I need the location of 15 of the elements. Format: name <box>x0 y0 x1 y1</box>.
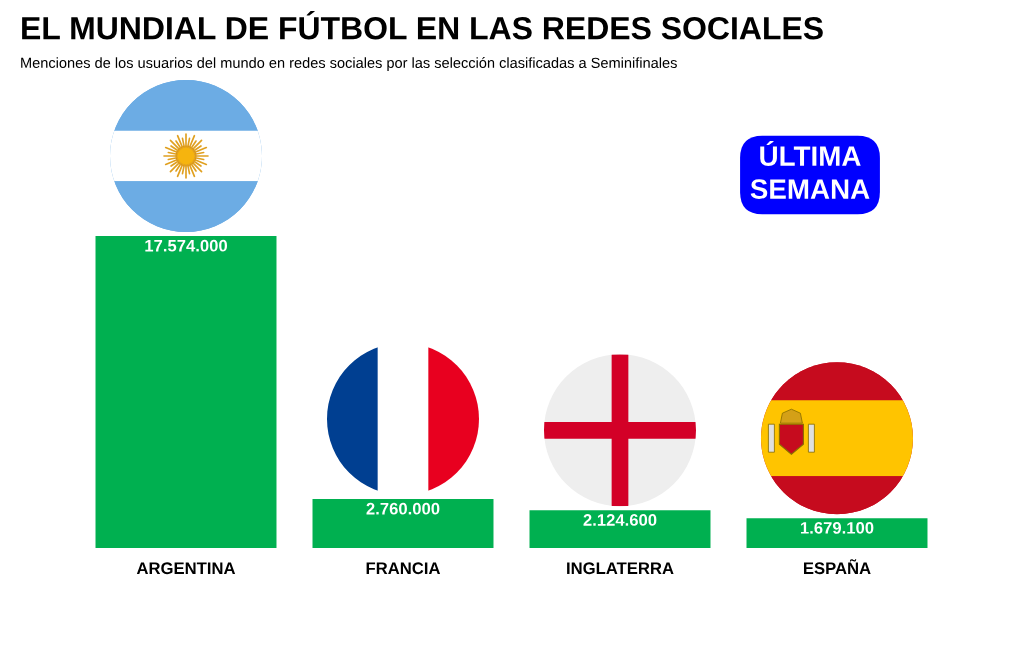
data-label: 2.760.000 <box>366 502 440 515</box>
chart-title: EL MUNDIAL DE FÚTBOL EN LAS REDES SOCIALES <box>22 10 823 40</box>
data-label: 2.124.600 <box>583 514 657 526</box>
bar <box>95 236 277 548</box>
x-tick-label: ESPAÑA <box>804 559 871 575</box>
data-label: 17.574.000 <box>145 239 228 252</box>
bar <box>312 499 494 548</box>
x-tick-label: ARGENTINA <box>136 562 236 575</box>
bar <box>746 518 928 548</box>
bar <box>529 510 711 548</box>
chart-subtitle: Menciones de los usuarios del mundo en redes sociales por las selección clasificadas a Seminifinales <box>21 57 677 71</box>
x-tick-label: FRANCIA <box>366 562 441 575</box>
data-label: 1.679.100 <box>800 521 874 534</box>
x-tick-label: INGLATERRA <box>567 562 674 575</box>
text: ÚLTIMA SEMANA <box>750 141 870 199</box>
